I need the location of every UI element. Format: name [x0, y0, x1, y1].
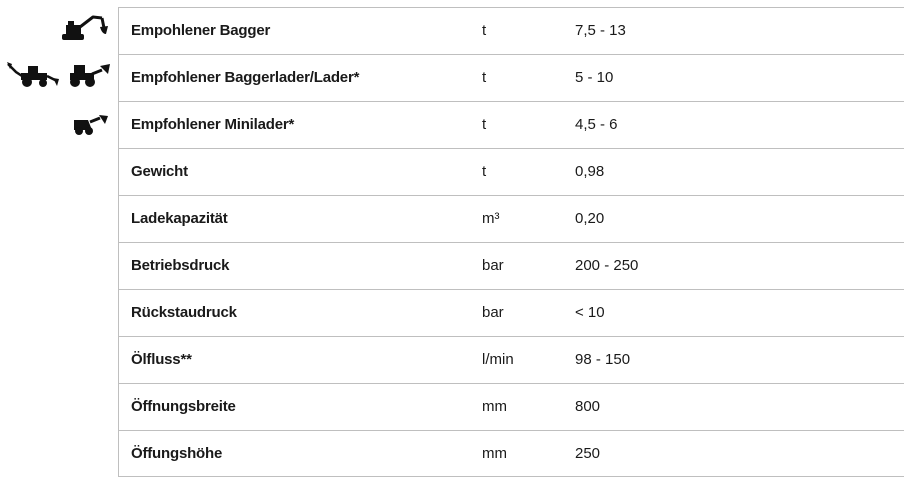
spec-unit: m³: [482, 210, 500, 227]
spec-table: Empohlener Bagger t 7,5 - 13 Empfohlener…: [118, 7, 904, 477]
spec-label: Gewicht: [131, 163, 188, 180]
spec-value: 0,98: [575, 163, 605, 180]
spec-label: Ölfluss**: [131, 351, 192, 368]
spec-unit: bar: [482, 304, 504, 321]
table-row: Rückstaudruck bar < 10: [118, 289, 904, 336]
spec-value: 200 - 250: [575, 257, 639, 274]
spec-value: 0,20: [575, 210, 605, 227]
spec-unit: l/min: [482, 351, 514, 368]
spec-value: 98 - 150: [575, 351, 631, 368]
spec-unit: t: [482, 22, 487, 39]
table-row: Ladekapazität m³ 0,20: [118, 195, 904, 242]
spec-label: Öffnungsbreite: [131, 398, 236, 415]
spec-label: Öffungshöhe: [131, 445, 223, 462]
table-row: Empohlener Bagger t 7,5 - 13: [118, 7, 904, 54]
spec-value: 5 - 10: [575, 69, 614, 86]
spec-label: Rückstaudruck: [131, 304, 237, 321]
spec-label: Ladekapazität: [131, 210, 228, 227]
spec-value: 7,5 - 13: [575, 22, 626, 39]
table-row: Empfohlener Minilader* t 4,5 - 6: [118, 101, 904, 148]
table-row: Öffnungsbreite mm 800: [118, 383, 904, 430]
spec-label: Empohlener Bagger: [131, 22, 271, 39]
excavator-icon: [62, 15, 108, 40]
spec-unit: bar: [482, 257, 504, 274]
spec-value: 250: [575, 445, 601, 462]
spec-unit: mm: [482, 398, 507, 415]
table-row: Empfohlener Baggerlader/Lader* t 5 - 10: [118, 54, 904, 101]
table-row: Gewicht t 0,98: [118, 148, 904, 195]
spec-label: Empfohlener Baggerlader/Lader*: [131, 69, 360, 86]
spec-value: 4,5 - 6: [575, 116, 618, 133]
table-row: Betriebsdruck bar 200 - 250: [118, 242, 904, 289]
spec-label: Betriebsdruck: [131, 257, 230, 274]
mini-loader-icon: [74, 115, 108, 135]
spec-unit: t: [482, 69, 487, 86]
backhoe-loader-icon: [7, 62, 59, 87]
loader-icon: [70, 64, 110, 87]
table-row: Ölfluss** l/min 98 - 150: [118, 336, 904, 383]
spec-label: Empfohlener Minilader*: [131, 116, 295, 133]
spec-value: 800: [575, 398, 601, 415]
spec-unit: mm: [482, 445, 507, 462]
spec-unit: t: [482, 116, 487, 133]
spec-value: < 10: [575, 304, 605, 321]
table-row: Öffungshöhe mm 250: [118, 430, 904, 477]
spec-unit: t: [482, 163, 487, 180]
